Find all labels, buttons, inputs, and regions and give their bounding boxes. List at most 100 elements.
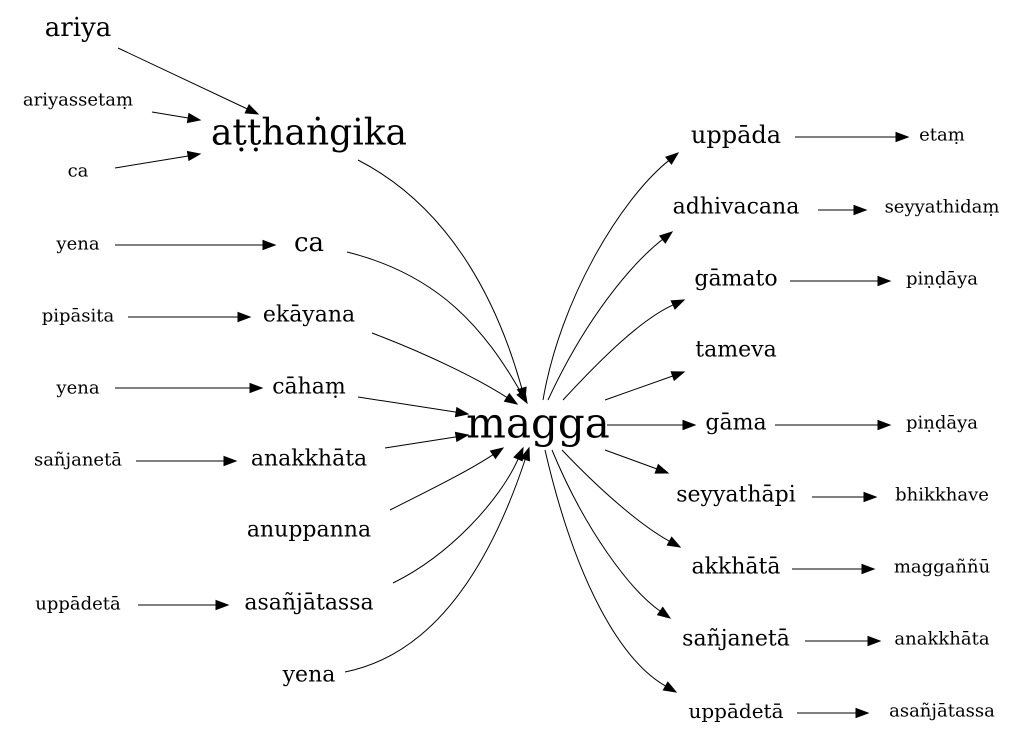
arrowhead <box>223 455 238 467</box>
edge-magga-to-sanjaneta-right <box>551 449 672 619</box>
edge-anuppanna-to-magga <box>389 447 505 511</box>
arrowhead <box>249 382 264 394</box>
arrowhead <box>665 152 680 165</box>
arrowhead <box>503 392 519 405</box>
edge-magga-to-gamato <box>562 299 686 401</box>
node-layer: ariya ariyassetaṃ ca yena pipāsita yena … <box>23 13 1000 723</box>
node-uppada: uppāda <box>691 121 781 149</box>
edge-line <box>114 155 189 169</box>
node-bhikkhave: bhikkhave <box>895 485 989 506</box>
node-ekayana: ekāyana <box>263 303 355 328</box>
node-gamato: gāmato <box>694 267 777 292</box>
edge-line <box>547 239 663 401</box>
node-etam: etaṃ <box>919 125 965 146</box>
arrowhead <box>670 299 686 310</box>
edge-line <box>344 459 526 673</box>
edge-layer <box>114 47 910 719</box>
node-ariya: ariya <box>45 13 111 43</box>
node-ca-left: ca <box>68 161 89 182</box>
arrowhead <box>658 231 674 244</box>
arrowhead <box>656 606 672 619</box>
node-seyyathidam: seyyathidaṃ <box>885 197 1000 218</box>
edge-line <box>604 375 673 401</box>
node-anakkhata-right: anakkhāta <box>894 629 989 650</box>
edge-line <box>384 436 457 449</box>
edge-line <box>562 304 674 401</box>
node-adhivacana: adhivacana <box>673 195 800 220</box>
edge-line <box>371 332 508 398</box>
node-ariyassetam: ariyassetaṃ <box>23 90 133 111</box>
edge-magga-to-tameva <box>604 371 686 401</box>
arrowhead <box>682 419 697 431</box>
node-anakkhata-left: anakkhāta <box>251 447 367 472</box>
node-sanjaneta-left: sañjanetā <box>34 450 122 471</box>
edge-caham-to-magga <box>357 396 470 418</box>
arrowhead <box>489 447 505 460</box>
arrowhead <box>895 131 910 143</box>
node-atthangika: aṭṭhaṅgika <box>211 113 407 154</box>
edge-line <box>561 449 670 542</box>
node-yena-2: yena <box>55 378 99 399</box>
node-anuppanna: anuppanna <box>247 518 371 543</box>
node-akkhata: akkhātā <box>691 555 780 580</box>
node-pindaya-1: piṇḍāya <box>906 269 978 290</box>
edge-ekayana-to-magga <box>371 332 519 405</box>
node-magga: magga <box>466 399 610 448</box>
edge-line <box>117 47 248 110</box>
node-tameva: tameva <box>695 338 776 363</box>
arrowhead <box>861 563 876 575</box>
arrowhead <box>454 406 470 418</box>
edge-uppadeta-left-to-asanjatassa-left <box>138 599 230 611</box>
edge-magga-to-adhivacana <box>547 231 674 401</box>
node-pindaya-2: piṇḍāya <box>906 413 978 434</box>
node-ca-mid: ca <box>294 228 324 258</box>
arrowhead <box>877 275 892 287</box>
edge-magga-to-seyyathapi <box>604 449 670 474</box>
edge-pipasita-to-ekayana <box>128 311 252 323</box>
arrowhead <box>670 371 686 382</box>
arrowhead <box>237 311 252 323</box>
edge-gamato-to-pindaya1 <box>790 275 892 287</box>
arrowhead <box>662 681 678 693</box>
edge-anakkhata-left-to-magga <box>384 431 470 449</box>
arrowhead <box>855 707 870 719</box>
edge-seyyathapi-to-bhikkhave <box>812 491 878 503</box>
edge-yena1-to-ca-mid <box>115 239 277 251</box>
arrowhead <box>666 536 682 548</box>
arrowhead <box>867 635 882 647</box>
edge-gama-to-pindaya2 <box>775 419 892 431</box>
node-yena-1: yena <box>55 234 99 255</box>
edge-sanjaneta-left-to-anakkhata-left <box>136 455 238 467</box>
edge-line <box>551 449 661 612</box>
edge-line <box>357 396 457 413</box>
edge-ca-mid-to-magga <box>346 251 528 405</box>
arrowhead <box>186 150 202 162</box>
edge-line <box>542 160 669 401</box>
arrowhead <box>863 491 878 503</box>
arrowhead <box>244 103 260 115</box>
edge-ariyassetam-to-atthangika <box>151 111 202 124</box>
edge-magga-to-gama <box>607 419 697 431</box>
node-gama: gāma <box>705 411 766 436</box>
arrowhead <box>513 446 524 462</box>
node-sanjaneta-right: sañjanetā <box>682 627 790 652</box>
edge-sanjaneta-right-to-anakkhata-right <box>805 635 882 647</box>
arrowhead <box>654 463 670 474</box>
edge-yena3-to-magga <box>344 446 531 673</box>
edge-magga-to-uppada <box>542 152 680 401</box>
node-uppadeta-right: uppādetā <box>688 699 783 723</box>
arrowhead <box>516 389 528 405</box>
node-seyyathapi: seyyathāpi <box>676 483 796 508</box>
edge-ca-left-to-atthangika <box>114 150 202 169</box>
edge-uppada-to-etam <box>795 131 910 143</box>
edge-line <box>392 458 519 584</box>
arrowhead <box>853 204 868 216</box>
edge-line <box>389 454 494 511</box>
edge-uppadeta-right-to-asanjatassa-right <box>797 707 870 719</box>
node-pipasita: pipāsita <box>42 306 115 327</box>
edge-line <box>357 159 523 389</box>
node-caham: cāhaṃ <box>272 375 346 400</box>
edge-atthangika-to-magga <box>357 159 527 402</box>
node-magganu: maggaññū <box>894 557 990 578</box>
